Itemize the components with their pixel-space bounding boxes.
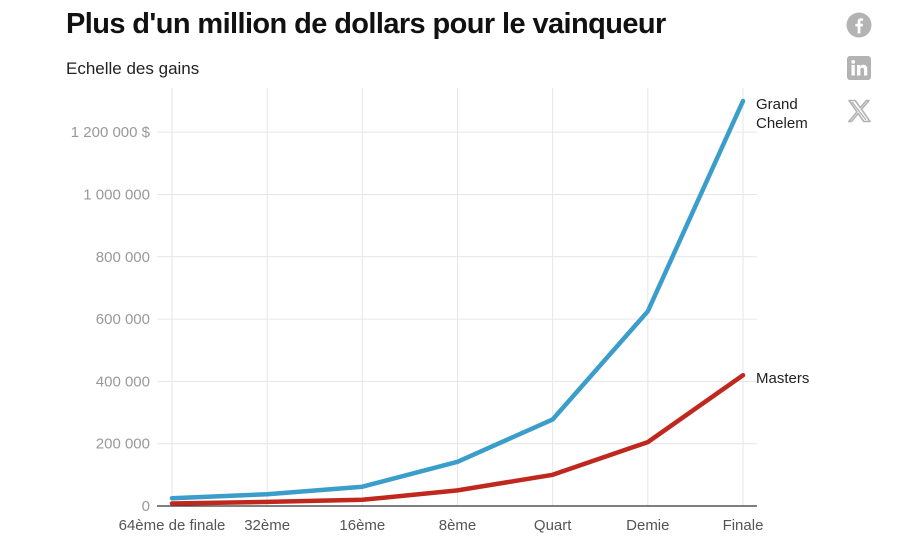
y-axis: 0 200 000 400 000 600 000 800 000 1 000 000 1 … [71, 124, 151, 515]
series-label-masters: Masters [756, 370, 809, 387]
x-axis: 64ème de finale 32ème 16ème 8ème Quart Demie F… [119, 517, 764, 534]
y-tick-label: 1 000 000 [83, 186, 150, 203]
x-tick-label: Demie [626, 517, 669, 534]
y-tick-label: 1 200 000 $ [71, 124, 151, 141]
series-line-masters [169, 372, 746, 506]
linkedin-icon [847, 56, 871, 80]
x-tick-label: 16ème [339, 517, 385, 534]
chart-title: Plus d'un million de dollars pour le vai… [66, 8, 666, 40]
y-tick-label: 800 000 [96, 249, 150, 266]
x-icon [848, 99, 871, 123]
facebook-share-button[interactable] [846, 12, 872, 38]
linkedin-share-button[interactable] [846, 55, 872, 81]
series-label-grand-chelem: Grand Chelem [756, 96, 808, 132]
x-share-button[interactable] [846, 98, 872, 124]
y-tick-label: 600 000 [96, 311, 150, 328]
x-tick-label: 8ème [439, 517, 477, 534]
y-tick-label: 200 000 [96, 436, 150, 453]
chart-subtitle: Echelle des gains [66, 59, 200, 78]
x-tick-label: 32ème [244, 517, 290, 534]
x-tick-label: 64ème de finale [119, 517, 226, 534]
x-tick-label: Quart [534, 517, 572, 534]
series-line-grand-chelem [169, 98, 746, 501]
grid [157, 88, 757, 507]
facebook-icon [846, 12, 872, 38]
x-tick-label: Finale [723, 517, 764, 534]
series [169, 98, 746, 506]
series-labels: Grand Chelem Masters [756, 96, 809, 387]
y-tick-label: 400 000 [96, 373, 150, 390]
y-tick-label: 0 [142, 498, 150, 515]
